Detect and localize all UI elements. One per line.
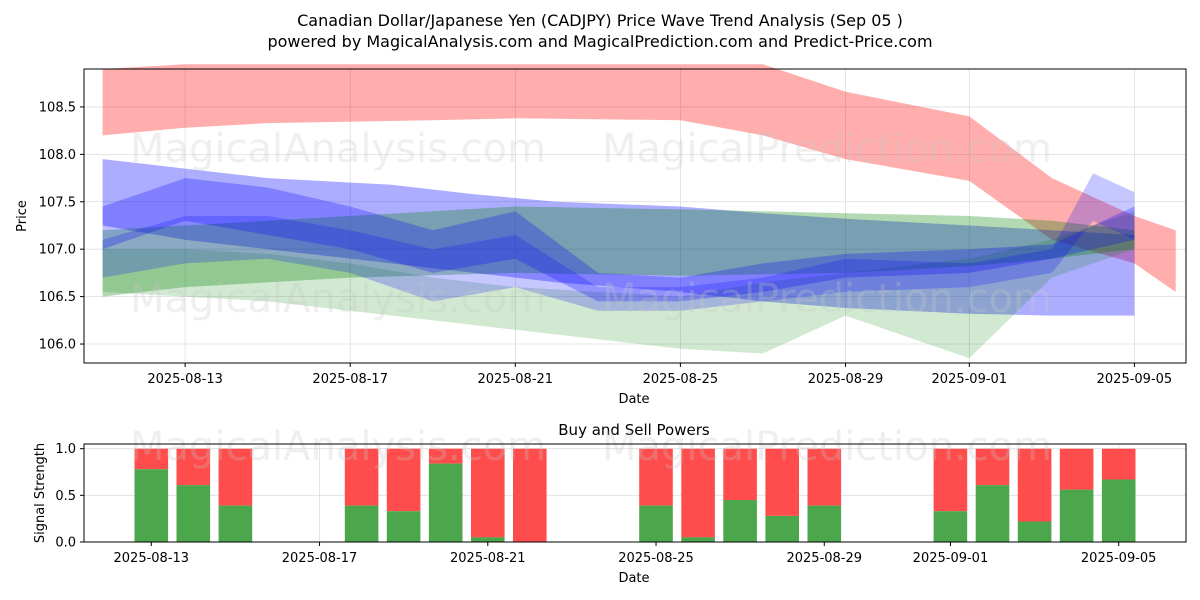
price-x-axis-label: Date — [618, 392, 649, 407]
price-x-tick-label-3: 2025-08-25 — [643, 372, 719, 387]
price-x-tick-label-1: 2025-08-17 — [312, 372, 388, 387]
buy-power-bar-12 — [807, 505, 842, 542]
power-x-tick-label-0: 2025-08-13 — [114, 551, 190, 566]
power-x-tick-label-2: 2025-08-21 — [450, 551, 526, 566]
sell-power-bar-14 — [975, 448, 1010, 486]
buy-power-bar-16 — [1059, 489, 1094, 542]
buy-power-bar-9 — [681, 537, 715, 542]
price-wave-band-5 — [102, 173, 1135, 311]
price-x-tick-label-6: 2025-09-05 — [1097, 372, 1173, 387]
sell-power-bar-7 — [513, 448, 547, 542]
watermark-prediction-2: MagicalPrediction.com — [602, 276, 1052, 322]
power-plot-frame — [83, 443, 1187, 543]
price-wave-band-2 — [102, 206, 1135, 297]
price-x-tick-label-2: 2025-08-21 — [478, 372, 554, 387]
buy-power-bar-11 — [765, 515, 799, 542]
sell-power-bar-15 — [1017, 448, 1052, 522]
sell-power-bar-13 — [933, 448, 968, 512]
buy-power-bar-15 — [1017, 521, 1052, 542]
buy-power-bar-14 — [975, 485, 1010, 542]
power-x-tick-label-1: 2025-08-17 — [282, 551, 358, 566]
buy-power-bar-2 — [218, 505, 253, 542]
price-wave-band-3 — [102, 211, 1135, 359]
power-y-tick-label-0: 0.0 — [55, 536, 76, 551]
sell-power-bar-11 — [765, 448, 799, 516]
price-y-tick-label-4: 108.0 — [39, 148, 76, 163]
buy-power-bar-1 — [176, 485, 211, 542]
price-grid — [84, 69, 1186, 363]
power-x-tick-label-4: 2025-08-29 — [786, 551, 862, 566]
power-y-tick-label-1: 0.5 — [55, 489, 76, 504]
watermark-analysis-2: MagicalAnalysis.com — [130, 276, 546, 322]
price-x-tick-label-4: 2025-08-29 — [808, 372, 884, 387]
chart-subtitle: powered by MagicalAnalysis.com and Magic… — [267, 32, 932, 51]
price-x-tick-label-0: 2025-08-13 — [147, 372, 223, 387]
price-wave-bands — [102, 64, 1176, 359]
sell-power-bar-16 — [1059, 448, 1094, 490]
power-axis-ticks: 2025-08-13 2025-08-17 2025-08-21 2025-08-25… — [55, 442, 1156, 566]
power-x-tick-label-3: 2025-08-25 — [618, 551, 694, 566]
watermark-prediction: MagicalPrediction.com — [602, 126, 1052, 172]
sell-power-bar-4 — [386, 448, 421, 512]
price-x-tick-label-5: 2025-09-01 — [932, 372, 1008, 387]
buy-power-bar-8 — [639, 505, 673, 542]
price-y-tick-label-5: 108.5 — [39, 100, 76, 115]
price-wave-band-4 — [102, 178, 1135, 302]
power-bars — [134, 448, 1136, 542]
sell-power-bar-1 — [176, 448, 211, 486]
sell-power-bar-2 — [218, 448, 253, 506]
chart-title: Canadian Dollar/Japanese Yen (CADJPY) Pr… — [297, 11, 903, 30]
buy-power-bar-6 — [471, 537, 505, 542]
buy-power-bar-3 — [344, 505, 379, 542]
buy-power-bar-0 — [134, 469, 169, 542]
sell-power-bar-8 — [639, 448, 673, 506]
power-y-axis-label: Signal Strength — [33, 443, 48, 543]
sell-power-bar-9 — [681, 448, 715, 538]
buy-power-bar-10 — [723, 500, 757, 542]
price-axis-ticks: 2025-08-13 2025-08-17 2025-08-21 2025-08-25… — [39, 100, 1172, 387]
power-x-tick-label-6: 2025-09-05 — [1081, 551, 1157, 566]
sell-power-bar-10 — [723, 448, 757, 500]
price-y-axis-label: Price — [15, 200, 30, 232]
price-plot-frame — [83, 68, 1187, 364]
price-y-tick-label-0: 106.0 — [39, 338, 76, 353]
power-chart-title: Buy and Sell Powers — [558, 421, 710, 439]
buy-power-bar-17 — [1101, 479, 1136, 542]
sell-power-bar-5 — [428, 448, 463, 464]
buy-power-bar-13 — [933, 511, 968, 542]
power-x-axis-label: Date — [618, 571, 649, 586]
buy-power-bar-5 — [428, 463, 463, 542]
price-y-tick-label-1: 106.5 — [39, 290, 76, 305]
price-wave-band-0 — [102, 64, 1176, 292]
sell-power-bar-12 — [807, 448, 842, 506]
price-wave-band-1 — [102, 159, 1135, 316]
watermark-analysis-3: MagicalAnalysis.com — [130, 424, 546, 470]
sell-power-bar-3 — [344, 448, 379, 506]
power-x-tick-label-5: 2025-09-01 — [913, 551, 989, 566]
watermark-prediction-3: MagicalPrediction.com — [602, 424, 1052, 470]
buy-power-bar-4 — [386, 511, 421, 542]
sell-power-bar-0 — [134, 448, 169, 470]
sell-power-bar-17 — [1101, 448, 1136, 480]
power-y-tick-label-2: 1.0 — [55, 442, 76, 457]
sell-power-bar-6 — [471, 448, 505, 538]
price-y-tick-label-3: 107.5 — [39, 195, 76, 210]
price-y-tick-label-2: 107.0 — [39, 243, 76, 258]
watermark-analysis: MagicalAnalysis.com — [130, 126, 546, 172]
price-plot-area — [84, 69, 1186, 363]
